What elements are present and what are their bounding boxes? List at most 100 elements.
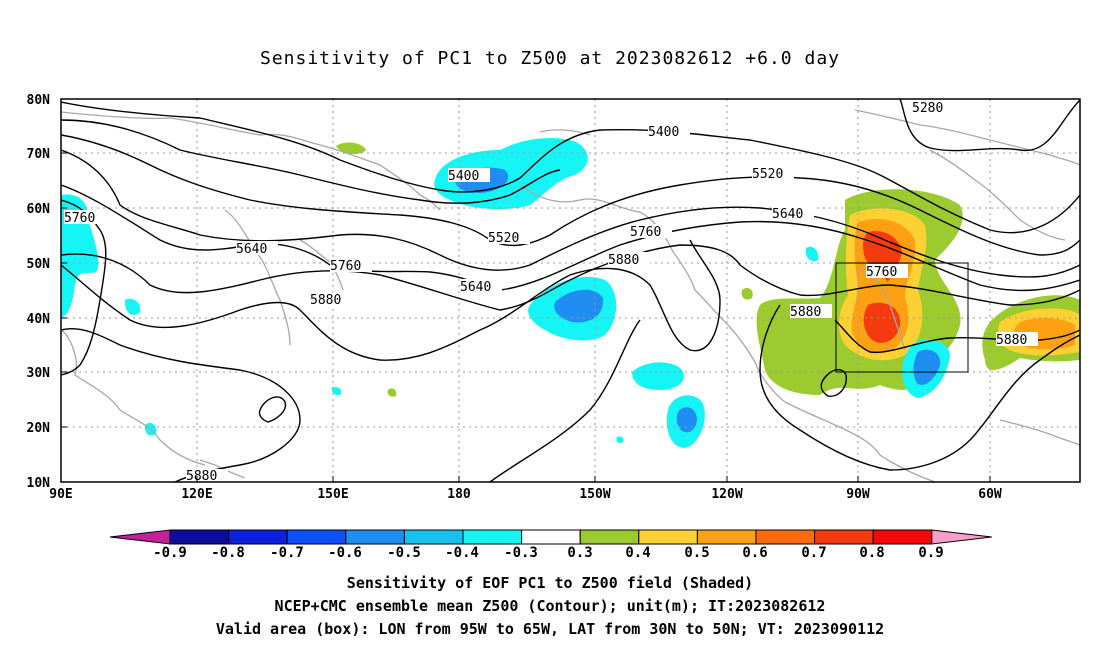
contour-label-11: 5760 (630, 225, 661, 240)
lon-label: 60W (978, 487, 1002, 502)
colorbar-tick: -0.5 (387, 545, 421, 561)
negative-shade-hawaii (632, 362, 684, 390)
contour-label-12: 5760 (866, 265, 897, 280)
colorbar-tick: 0.8 (859, 545, 884, 561)
lat-label: 50N (27, 257, 51, 272)
colorbar-tick: 0.6 (742, 545, 767, 561)
colorbar-tick: -0.3 (504, 545, 538, 561)
contour-label-3: 5400 (448, 169, 479, 184)
colorbar-box (696, 529, 757, 545)
lon-label: 90W (846, 487, 870, 502)
negative-shade-small-5 (616, 436, 624, 444)
contour-label-17: 5880 (186, 469, 217, 484)
colorbar-box (403, 529, 464, 545)
colorbar-right-arrow (931, 529, 992, 545)
negative-shade-small-4 (331, 387, 342, 396)
negative-shade-gulf-blue (913, 349, 941, 385)
colorbar-box (521, 529, 581, 545)
positive-shade-small-3 (387, 388, 397, 397)
contour-label-1: 5280 (912, 101, 943, 116)
lon-label: 90E (49, 487, 72, 502)
colorbar-tick: -0.6 (328, 545, 362, 561)
contour-label-7: 5640 (460, 280, 491, 295)
contour-5400-b (61, 119, 561, 204)
contour-label-6: 5640 (236, 242, 267, 257)
latitude-labels: 80N 70N 60N 50N 40N 30N 20N 10N (27, 93, 51, 491)
contour-5880-b (61, 328, 301, 482)
colorbar-box (755, 529, 816, 545)
contour-5880-c (489, 319, 641, 482)
colorbar-tick: 0.5 (684, 545, 709, 561)
lon-label: 180 (447, 487, 471, 502)
longitude-labels: 90E 120E 150E 180 150W 120W 90W 60W (49, 487, 1002, 502)
contour-5520-b (61, 149, 1080, 278)
contour-small-loop (258, 396, 287, 423)
colorbar-box (169, 529, 230, 545)
colorbar-box (579, 529, 640, 545)
negative-shade-west (61, 194, 99, 318)
contour-label-9: 5760 (64, 211, 95, 226)
lon-label: 150E (317, 487, 348, 502)
lat-label: 20N (27, 421, 51, 436)
contour-label-2: 5400 (648, 125, 679, 140)
contour-label-8: 5640 (772, 207, 803, 222)
contour-label-14: 5880 (310, 293, 341, 308)
lon-label: 120E (181, 487, 212, 502)
lat-label: 60N (27, 202, 51, 217)
lon-label: 120W (711, 487, 742, 502)
grid-lines (61, 99, 1080, 482)
lat-label: 80N (27, 93, 51, 108)
colorbar-tick: -0.8 (211, 545, 245, 561)
contour-label-16: 5880 (996, 333, 1027, 348)
negative-shade-small-1 (124, 298, 141, 315)
contour-gulf-loop (820, 368, 847, 397)
lat-label: 70N (27, 147, 51, 162)
contour-label-13: 5880 (608, 253, 639, 268)
colorbar-box (872, 529, 933, 545)
colorbar-boxes (109, 529, 992, 545)
contour-5280 (899, 99, 1080, 152)
contour-label-15: 5880 (790, 305, 821, 320)
colorbar-tick: -0.7 (270, 545, 304, 561)
contour-label-10: 5760 (330, 259, 361, 274)
negative-shade-pacific-blue (554, 289, 604, 323)
colorbar-left-arrow (109, 529, 171, 545)
positive-shade-red-south (863, 302, 901, 343)
colorbar-box (638, 529, 698, 545)
z500-contours (61, 99, 1080, 482)
colorbar-box (286, 529, 347, 545)
colorbar-tick: 0.9 (918, 545, 943, 561)
lon-label: 150W (579, 487, 610, 502)
colorbar-tick: -0.9 (153, 545, 187, 561)
colorbar-box (345, 529, 405, 545)
positive-shade-small-green (741, 287, 753, 300)
lat-label: 40N (27, 312, 51, 327)
colorbar-tick: 0.3 (567, 545, 592, 561)
contour-label-4: 5520 (752, 167, 783, 182)
plot-title: Sensitivity of PC1 to Z500 at 2023082612… (259, 48, 840, 69)
colorbar-tick: 0.4 (625, 545, 650, 561)
contour-5880-a (61, 239, 721, 361)
colorbar-tick: 0.7 (801, 545, 826, 561)
contour-5880-e (834, 319, 1080, 354)
caption-line-1: Sensitivity of EOF PC1 to Z500 field (Sh… (346, 574, 754, 592)
colorbar-box (814, 529, 874, 545)
colorbar-ticks: -0.9 -0.8 -0.7 -0.6 -0.5 -0.4 -0.3 0.3 0… (153, 545, 944, 561)
contour-5520-a (61, 134, 1080, 256)
negative-shade-small-2 (805, 246, 819, 262)
contour-5880-d (759, 304, 1080, 471)
colorbar-tick: -0.4 (445, 545, 479, 561)
lat-label: 10N (27, 476, 51, 491)
contour-5400-a (61, 101, 1080, 234)
axis-ticks (61, 98, 991, 483)
caption-line-2: NCEP+CMC ensemble mean Z500 (Contour); u… (274, 597, 826, 615)
contour-label-5: 5520 (488, 231, 519, 246)
contour-5640 (61, 184, 1080, 292)
lat-label: 30N (27, 366, 51, 381)
positive-shade-small-2 (336, 142, 366, 155)
valid-area-box (835, 262, 969, 373)
colorbar-box (462, 529, 523, 545)
colorbar-box (228, 529, 288, 545)
